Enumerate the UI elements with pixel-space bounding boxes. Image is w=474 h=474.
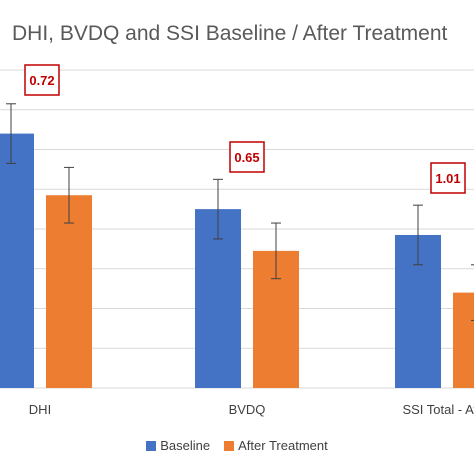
annotation-label: 0.65 xyxy=(234,150,259,165)
error-bar xyxy=(471,264,474,321)
annotation-label: 0.72 xyxy=(29,73,54,88)
x-tick-label: BVDQ xyxy=(229,402,266,417)
legend-label: After Treatment xyxy=(238,438,328,453)
error-bar xyxy=(6,103,16,164)
legend-item-after-treatment: After Treatment xyxy=(224,438,328,453)
error-bar xyxy=(271,222,281,280)
chart-title: DHI, BVDQ and SSI Baseline / After Treat… xyxy=(12,22,448,45)
annotation-box: 1.01 xyxy=(430,162,466,194)
x-tick-label: DHI xyxy=(29,402,51,417)
error-bar xyxy=(64,166,74,224)
annotation-box: 0.65 xyxy=(229,141,265,173)
legend-item-baseline: Baseline xyxy=(146,438,210,453)
bar-after-treatment xyxy=(46,195,92,388)
legend-swatch xyxy=(146,440,157,451)
x-tick-label: SSI Total - Aver xyxy=(402,402,474,417)
error-bar xyxy=(213,178,223,240)
legend-label: Baseline xyxy=(160,438,211,453)
bar-after-treatment xyxy=(453,292,474,388)
annotation-label: 1.01 xyxy=(435,171,460,186)
bar-baseline xyxy=(0,133,34,388)
annotation-box: 0.72 xyxy=(24,64,60,96)
legend-swatch xyxy=(224,440,235,451)
legend: Baseline After Treatment xyxy=(0,438,474,453)
error-bar xyxy=(413,204,423,266)
